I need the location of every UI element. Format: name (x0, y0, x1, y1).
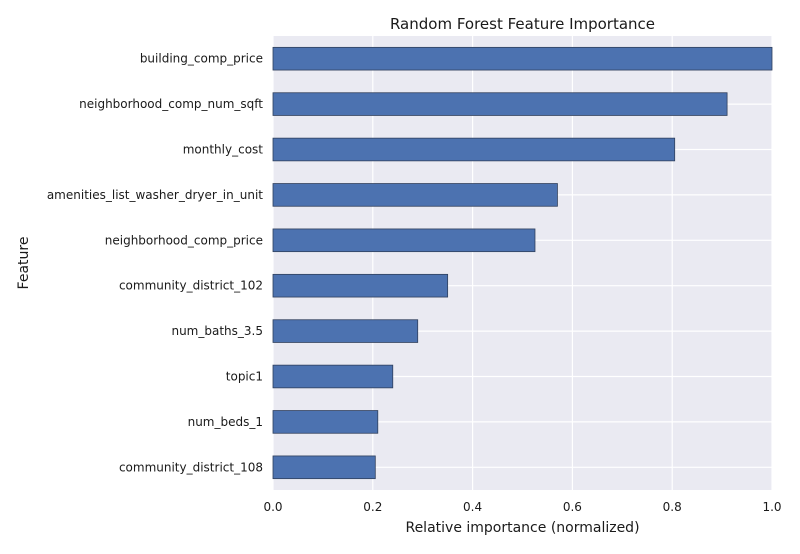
y-tick-label: monthly_cost (183, 143, 264, 157)
y-tick-label: amenities_list_washer_dryer_in_unit (47, 188, 263, 202)
x-axis-title: Relative importance (normalized) (405, 520, 639, 536)
bar (272, 410, 379, 434)
bar (272, 92, 728, 116)
y-tick-label: topic1 (226, 370, 263, 384)
y-tick-label: num_beds_1 (188, 415, 263, 429)
bar (272, 319, 419, 343)
x-tick-labels: 0.0 0.2 0.4 0.6 0.8 1.0 (263, 500, 781, 514)
bar (272, 183, 558, 207)
bar (272, 228, 536, 253)
bar (272, 137, 676, 162)
bars (272, 46, 773, 480)
bar (272, 273, 449, 298)
x-tick-label: 0.8 (663, 500, 682, 514)
y-tick-label: neighborhood_comp_num_sqft (79, 97, 263, 111)
chart-title: Random Forest Feature Importance (390, 15, 655, 33)
x-tick-label: 0.4 (463, 500, 482, 514)
bar (272, 364, 394, 389)
y-tick-label: community_district_108 (119, 460, 263, 474)
x-tick-label: 0.6 (563, 500, 582, 514)
bar (272, 455, 376, 480)
bar (272, 46, 773, 71)
y-tick-labels: building_comp_price neighborhood_comp_num… (47, 52, 263, 475)
y-axis-title: Feature (16, 237, 32, 290)
y-tick-label: building_comp_price (140, 52, 263, 66)
y-tick-label: community_district_102 (119, 279, 263, 293)
x-tick-label: 0.0 (263, 500, 282, 514)
y-tick-label: num_baths_3.5 (171, 324, 263, 338)
x-tick-label: 0.2 (363, 500, 382, 514)
x-tick-label: 1.0 (762, 500, 781, 514)
y-tick-label: neighborhood_comp_price (105, 233, 263, 247)
